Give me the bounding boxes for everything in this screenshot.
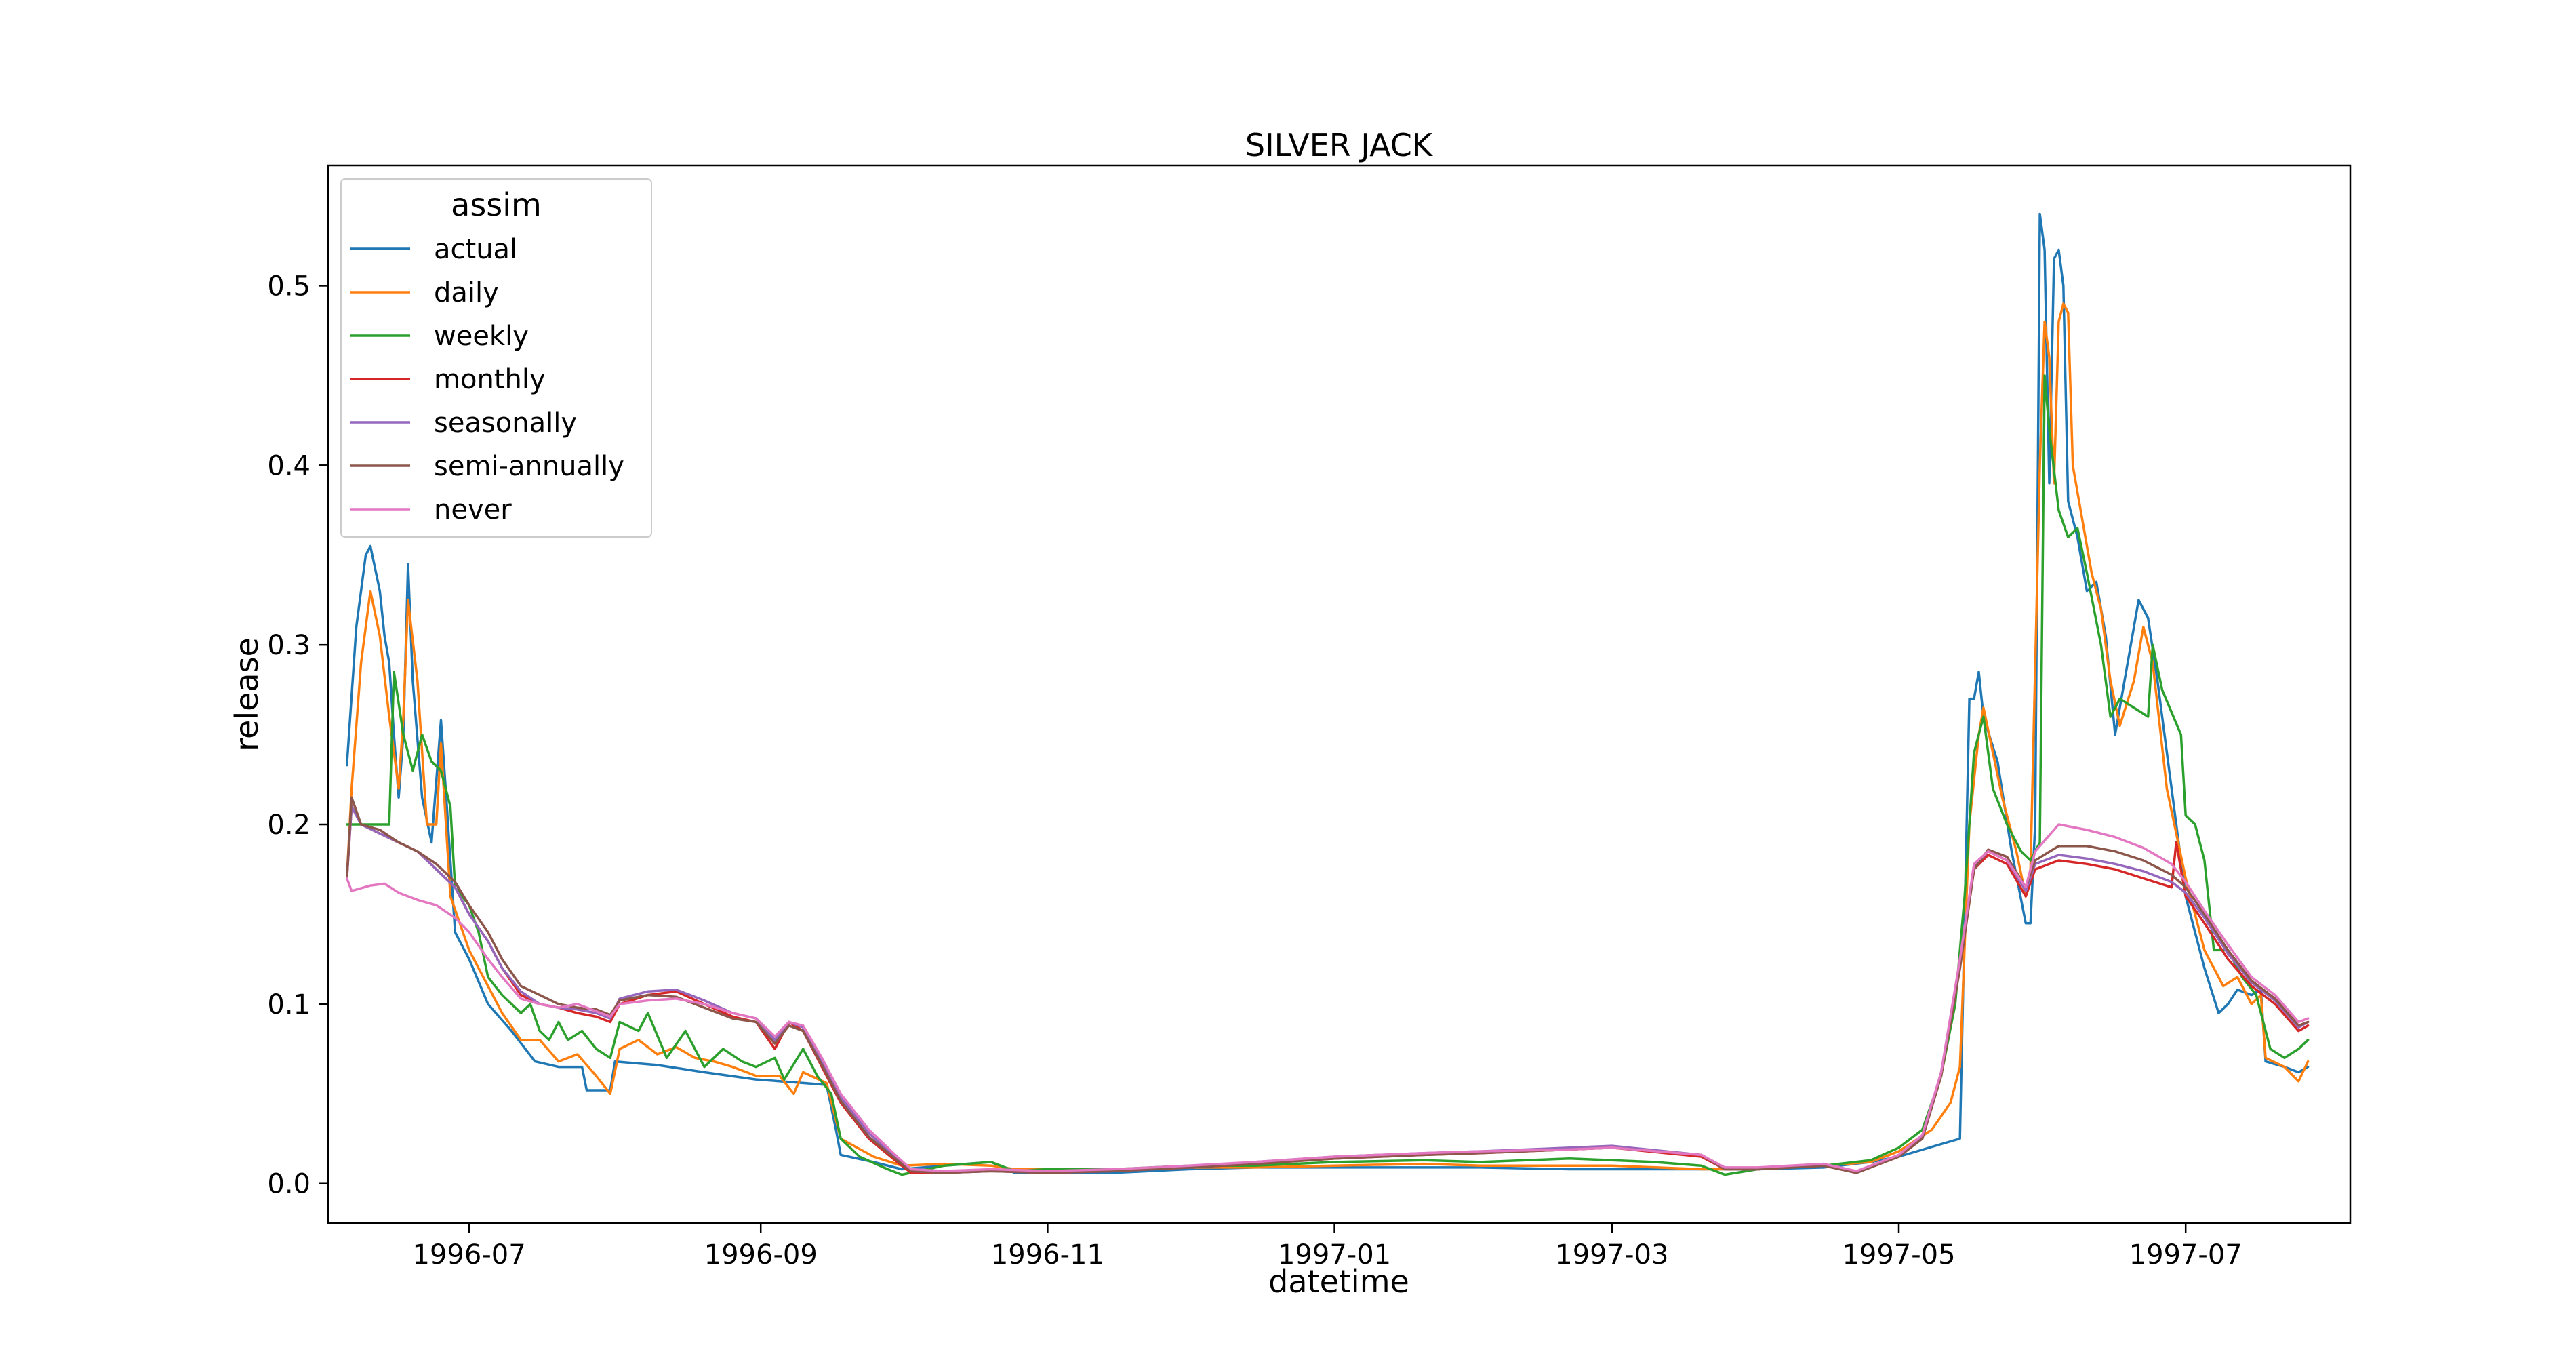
legend-label-semi-annually: semi-annually xyxy=(434,451,624,482)
series-line-semi-annually xyxy=(345,796,2310,1174)
legend-label-seasonally: seasonally xyxy=(434,407,577,439)
x-tick-label: 1996-07 xyxy=(413,1239,526,1271)
series-line-daily xyxy=(345,302,2310,1172)
y-tick-label: 0.0 xyxy=(267,1169,310,1200)
legend-title: assim xyxy=(451,186,542,223)
series-line-never xyxy=(345,823,2310,1172)
legend-label-actual: actual xyxy=(434,234,517,265)
legend-label-weekly: weekly xyxy=(434,321,529,352)
x-tick-label: 1997-01 xyxy=(1278,1239,1391,1271)
x-tick-label: 1996-09 xyxy=(704,1239,818,1271)
x-axis-label: datetime xyxy=(1268,1263,1409,1300)
y-tick-label: 0.1 xyxy=(267,989,310,1020)
series-layer xyxy=(345,212,2310,1176)
chart-title: SILVER JACK xyxy=(1245,127,1434,163)
plot-frame xyxy=(327,164,2352,1224)
legend-label-monthly: monthly xyxy=(434,364,546,395)
legend: assim actual daily weekly monthly seasonally… xyxy=(340,178,652,538)
x-tick-label: 1997-03 xyxy=(1555,1239,1668,1271)
series-line-weekly xyxy=(345,374,2310,1176)
y-axis-label: release xyxy=(228,637,265,751)
y-tick-label: 0.3 xyxy=(267,630,310,661)
legend-entries: actual daily weekly monthly seasonally semi-a… xyxy=(350,234,624,525)
x-axis: 1996-07 1996-09 1996-11 1997-01 1997-03 1997-… xyxy=(413,1223,2242,1271)
legend-frame xyxy=(340,178,652,538)
y-tick-label: 0.5 xyxy=(267,271,310,302)
y-tick-label: 0.4 xyxy=(267,450,310,481)
y-axis: 0.0 0.1 0.2 0.3 0.4 0.5 xyxy=(267,271,328,1200)
x-tick-label: 1996-11 xyxy=(991,1239,1104,1271)
legend-label-daily: daily xyxy=(434,277,499,308)
legend-label-never: never xyxy=(434,494,512,525)
y-tick-label: 0.2 xyxy=(267,810,310,841)
x-tick-label: 1997-05 xyxy=(1842,1239,1955,1271)
x-tick-label: 1997-07 xyxy=(2129,1239,2242,1271)
